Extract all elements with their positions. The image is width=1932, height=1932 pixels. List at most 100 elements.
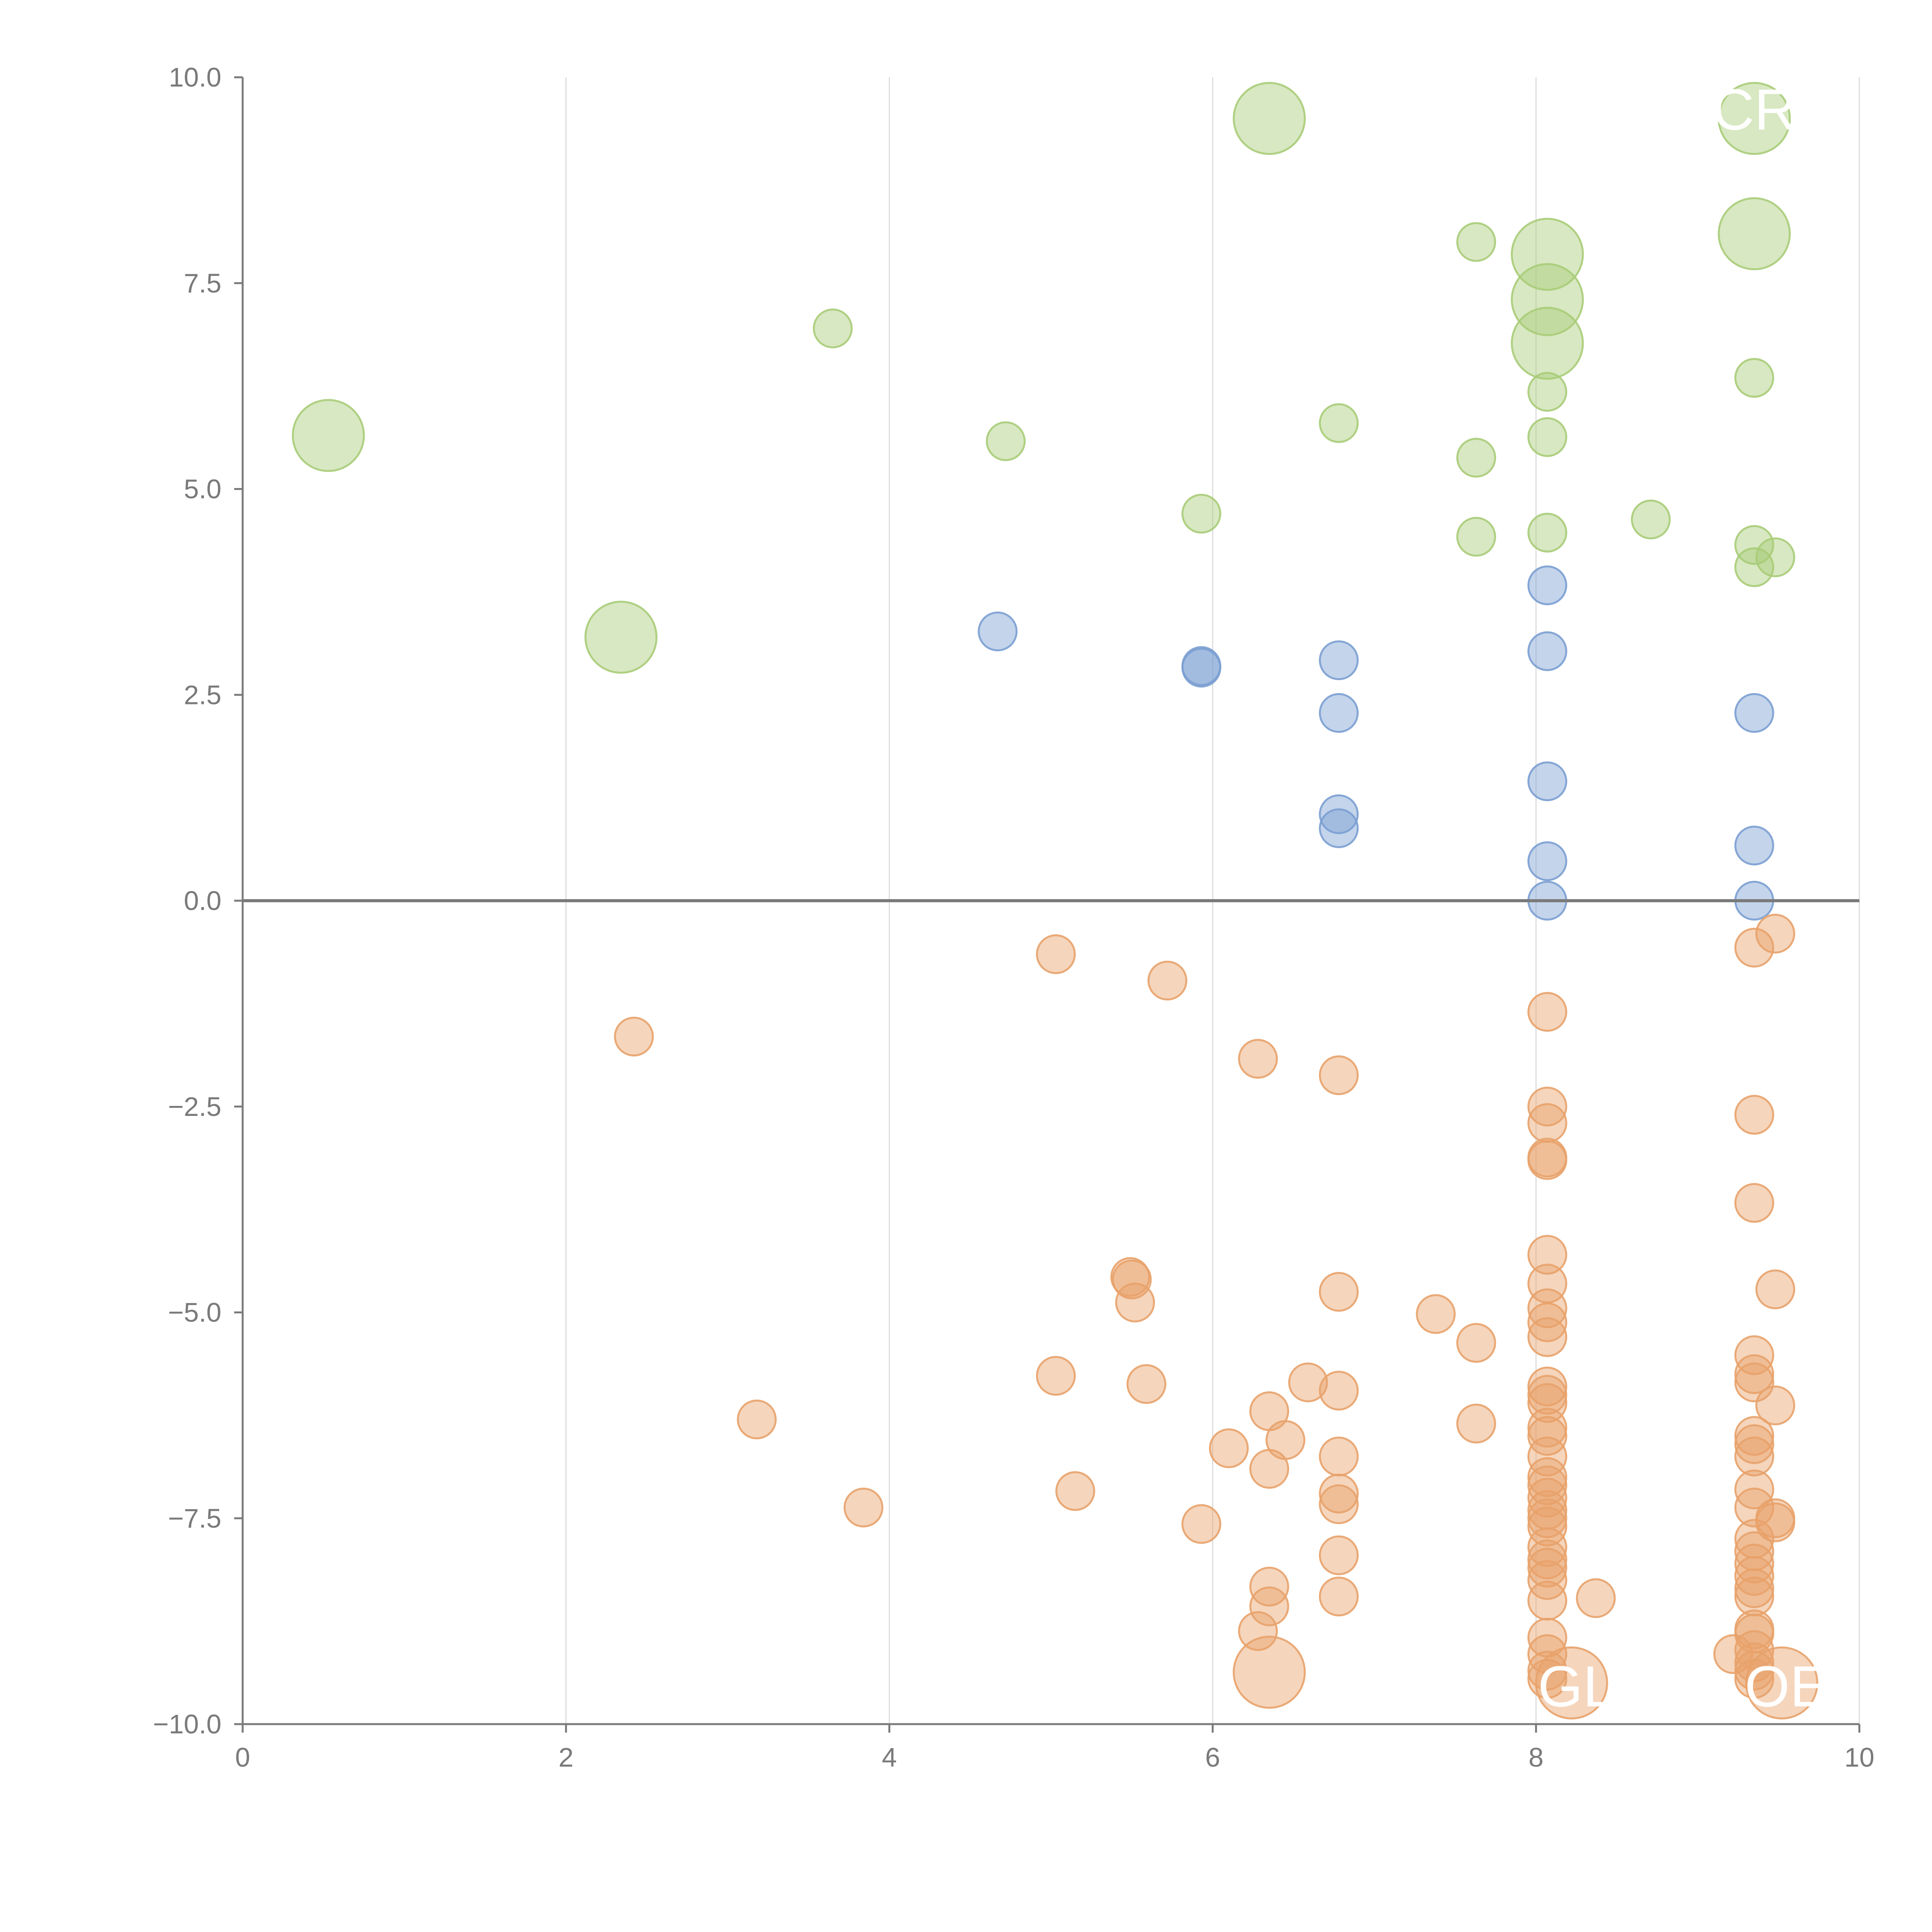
green-point xyxy=(1510,306,1584,380)
y-tick-label: 10.0 xyxy=(169,62,221,92)
orange-point xyxy=(1734,1095,1774,1135)
orange-point xyxy=(1755,1269,1795,1310)
orange-point xyxy=(1527,1288,1567,1328)
orange-point xyxy=(1576,1578,1616,1618)
orange-point xyxy=(1527,1416,1567,1456)
orange-point xyxy=(1535,1646,1608,1719)
x-tick-label: 6 xyxy=(1205,1742,1220,1772)
orange-point xyxy=(1527,992,1567,1032)
orange-point xyxy=(1527,1539,1567,1580)
orange-point xyxy=(1734,1568,1774,1608)
green-point xyxy=(813,308,853,349)
orange-point xyxy=(1527,1235,1567,1275)
green-point xyxy=(1233,82,1306,155)
y-tick-label: 5.0 xyxy=(184,474,221,504)
green-point xyxy=(1510,218,1584,291)
green-point xyxy=(1755,537,1795,577)
orange-point xyxy=(1734,1488,1774,1528)
orange-point xyxy=(1265,1420,1306,1460)
blue-point xyxy=(1319,640,1359,680)
orange-point xyxy=(1527,1140,1567,1180)
orange-point xyxy=(1288,1362,1328,1403)
orange-point xyxy=(1527,1580,1567,1621)
green-point xyxy=(1456,222,1496,262)
orange-point xyxy=(1734,1354,1774,1394)
orange-point xyxy=(1527,1650,1567,1690)
orange-point xyxy=(614,1017,654,1057)
green-point xyxy=(1734,547,1774,587)
y-tick-label: 0.0 xyxy=(184,886,221,916)
green-point xyxy=(1527,512,1567,553)
blue-point xyxy=(1527,841,1567,881)
orange-point xyxy=(1527,1383,1567,1423)
green-point xyxy=(1734,358,1774,398)
orange-point xyxy=(1110,1257,1150,1297)
axes-layer: 10.0 7.5 5.0 2.5 0.0 −2.5 −5.0 −7.5 −10.0 0 2 4 6 8 10 xyxy=(153,62,1874,1772)
orange-point xyxy=(1209,1428,1249,1468)
orange-point xyxy=(1181,1504,1221,1544)
orange-point xyxy=(1319,1473,1359,1514)
orange-point xyxy=(1734,1556,1774,1596)
orange-point xyxy=(1527,1507,1567,1547)
green-point xyxy=(1510,263,1584,336)
orange-point xyxy=(1527,1436,1567,1476)
green-point xyxy=(584,600,658,674)
green-point xyxy=(1319,403,1359,443)
x-tick-label: 8 xyxy=(1529,1742,1544,1772)
y-tick-label: −10.0 xyxy=(153,1709,221,1739)
orange-point xyxy=(1527,1366,1567,1406)
point-annotation: CR xyxy=(1713,77,1796,142)
orange-point xyxy=(1319,1436,1359,1476)
green-point xyxy=(1456,517,1496,557)
blue-point xyxy=(1319,693,1359,733)
orange-point xyxy=(1319,1484,1359,1524)
orange-point xyxy=(1249,1586,1289,1626)
orange-point xyxy=(1527,1408,1567,1448)
orange-point xyxy=(1456,1403,1496,1444)
orange-point xyxy=(1233,1636,1306,1709)
y-tick-label: −7.5 xyxy=(168,1503,221,1533)
annotation-layer: CR GL OE xyxy=(1538,77,1828,1719)
orange-point xyxy=(1036,934,1076,975)
orange-point xyxy=(1527,1317,1567,1357)
orange-point xyxy=(844,1488,884,1528)
orange-point xyxy=(1416,1294,1456,1334)
orange-point xyxy=(1745,1646,1818,1719)
green-point xyxy=(986,421,1026,461)
orange-point xyxy=(1527,1560,1567,1600)
orange-point xyxy=(1319,1055,1359,1095)
green-point xyxy=(1718,82,1791,155)
x-tick-label: 0 xyxy=(235,1742,250,1772)
green-point xyxy=(1718,197,1791,270)
blue-point xyxy=(1734,693,1774,733)
green-point xyxy=(1631,499,1671,539)
orange-point xyxy=(1527,1478,1567,1518)
orange-point xyxy=(1527,1087,1567,1127)
orange-point xyxy=(1734,1362,1774,1403)
orange-point xyxy=(1734,1424,1774,1464)
orange-point xyxy=(1319,1577,1359,1617)
orange-point xyxy=(1755,913,1795,954)
orange-point xyxy=(1238,1611,1278,1651)
orange-point xyxy=(1055,1471,1095,1511)
green-point xyxy=(1527,417,1567,457)
orange-point xyxy=(1115,1282,1155,1323)
green-point xyxy=(1181,493,1221,534)
orange-point xyxy=(1319,1371,1359,1411)
blue-point xyxy=(1319,794,1359,834)
orange-point xyxy=(737,1400,777,1440)
orange-point xyxy=(1734,1650,1774,1690)
orange-point xyxy=(1527,1375,1567,1415)
blue-point xyxy=(1734,825,1774,866)
orange-point xyxy=(1734,1183,1774,1223)
orange-point xyxy=(1319,1272,1359,1312)
orange-point xyxy=(1238,1039,1278,1079)
green-point xyxy=(1527,372,1567,412)
orange-point xyxy=(1456,1323,1496,1363)
x-tick-label: 2 xyxy=(558,1742,573,1772)
y-tick-label: −5.0 xyxy=(168,1298,221,1328)
orange-point xyxy=(1126,1364,1167,1404)
orange-point xyxy=(1527,1302,1567,1342)
orange-point xyxy=(1527,1465,1567,1505)
